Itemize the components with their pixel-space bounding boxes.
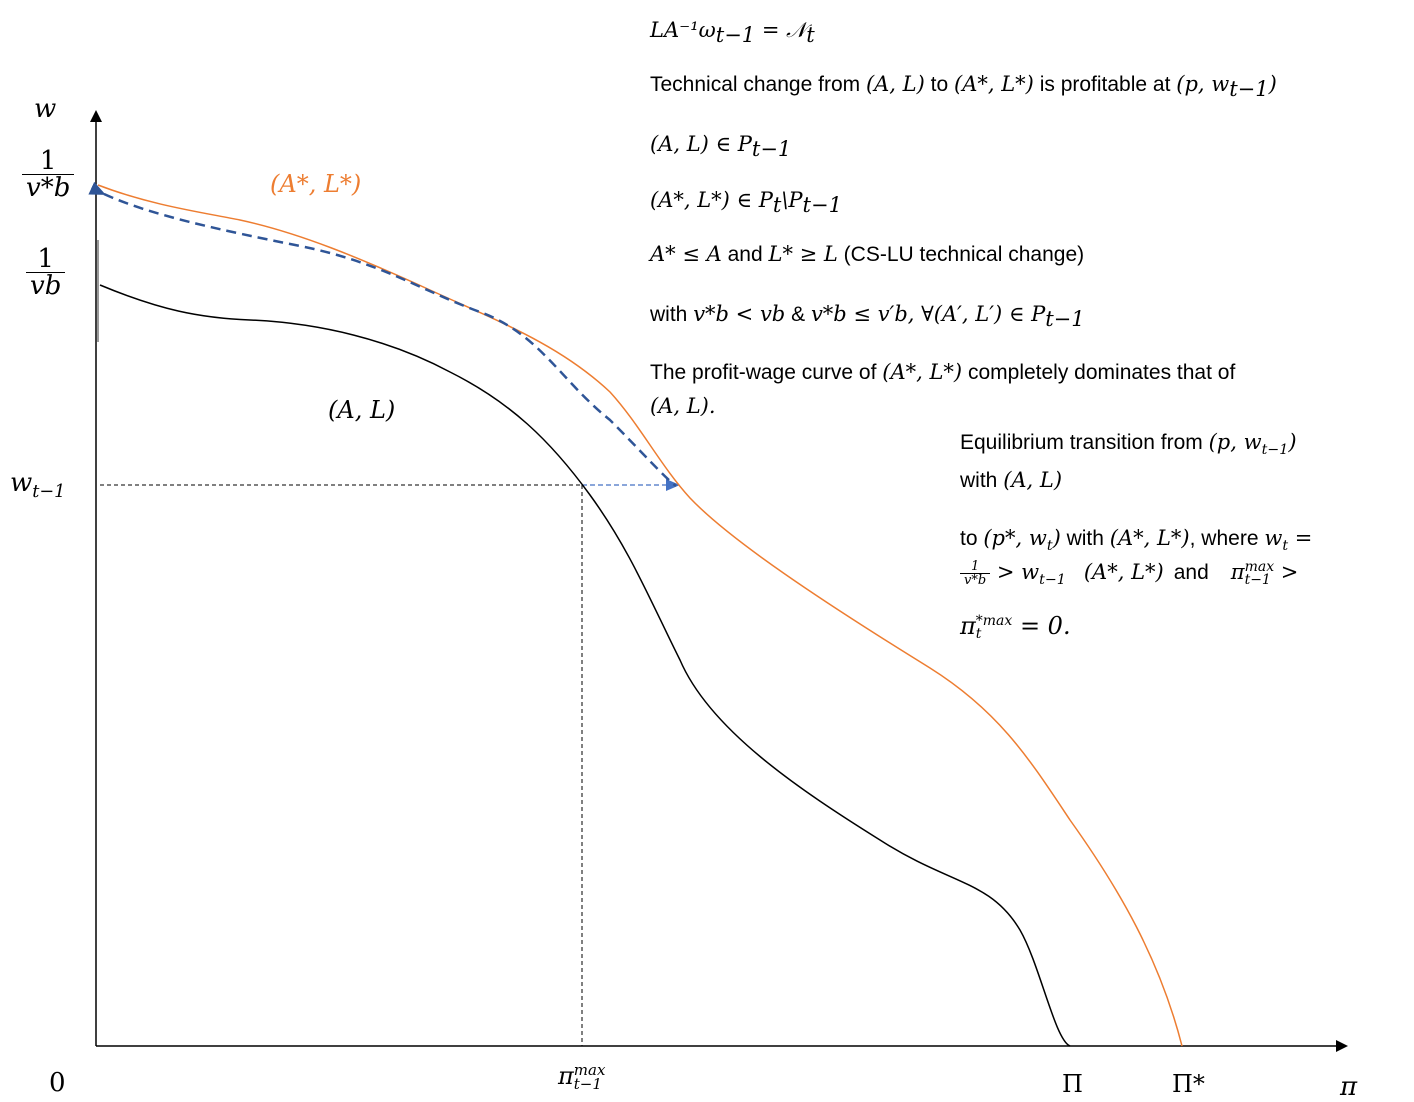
x-axis-label: π [1340, 1072, 1358, 1102]
curve-old-technique [99, 284, 1071, 1047]
note-1-rhs: = 𝒩 [755, 18, 807, 42]
note-2-m1: (A, L) [865, 72, 925, 96]
note-2-m3-sub: t−1 [1229, 77, 1269, 102]
note-3-sub: t−1 [751, 137, 792, 162]
eq-4-and: and [1173, 561, 1209, 585]
y-tick-top-num: 1 [22, 148, 75, 175]
eq-3-m1: (p*, w [983, 526, 1047, 550]
eq-2-m: (A, L) [1003, 468, 1063, 492]
eq-5-pi: π [960, 612, 976, 640]
eq-4-num: 1 [960, 560, 991, 574]
eq-3-m3: w [1264, 526, 1283, 550]
curve-new-technique [97, 184, 1183, 1047]
y-tick-wage-sub: t−1 [32, 482, 66, 503]
note-6-a: with [650, 303, 694, 326]
note-7-m: (A*, L*) [882, 360, 963, 384]
note-1-sub: t−1 [715, 23, 756, 48]
note-2-m3: (p, w [1176, 72, 1230, 96]
eq-3-b: with [1060, 527, 1110, 550]
note-7-c: (A, L). [650, 396, 716, 416]
note-6-m2: v*b ≤ v′b, ∀(A′, L′) ∈ P [810, 302, 1046, 326]
note-2-m2: (A*, L*) [954, 72, 1034, 96]
y-axis-label: w [34, 94, 57, 124]
curve-new-label: (A*, L*) [270, 170, 362, 198]
note-1-lhs: LA⁻¹ω [650, 18, 716, 42]
dominance-arrow [88, 181, 677, 488]
note-7-a: The profit-wage curve of [650, 361, 883, 384]
note-line-6: with v*b < vb & v*b ≤ v′b, ∀(A′, L′) ∈ P… [650, 304, 1085, 330]
note-4-sub2: t−1 [802, 193, 842, 218]
y-tick-mid-den: vb [30, 271, 62, 301]
eq-3-sub1: t [1046, 538, 1053, 555]
curve-old-label: (A, L) [328, 396, 396, 424]
origin-label: 0 [49, 1068, 66, 1098]
y-tick-mid-num: 1 [26, 246, 66, 273]
eq-3-c: , where [1189, 527, 1265, 550]
y-tick-top-den: v*b [26, 173, 71, 203]
eq-3-sub3: t [1282, 538, 1289, 555]
eq-1-m: (p, w [1208, 430, 1262, 454]
note-7-b: completely dominates that of [962, 361, 1236, 384]
note-6-sub: t−1 [1045, 307, 1085, 332]
eq-4-pi: π [1230, 560, 1245, 585]
note-2-m3-end: ) [1268, 72, 1277, 96]
note-2-a: Technical change from [650, 73, 866, 96]
note-5-and: and [721, 243, 769, 266]
eq-4-gt2: > [1274, 560, 1299, 585]
eq-line-5: π *max t = 0. [960, 614, 1071, 640]
note-line-1: LA⁻¹ωt−1 = 𝒩t [650, 20, 815, 46]
note-line-8: (A, L). [650, 396, 716, 416]
y-tick-wage: wt−1 [10, 470, 65, 502]
note-5-tail: (CS-LU technical change) [837, 243, 1085, 266]
note-6-amp: & [785, 303, 811, 326]
x-tick-Pistar: Π* [1172, 1070, 1205, 1098]
eq-3-eqs: = [1288, 526, 1313, 550]
note-5-m1: A* ≤ A [650, 242, 722, 266]
x-tick-pimax-sup: max [573, 1061, 606, 1079]
eq-5-sub: t [975, 625, 982, 642]
eq-4-pi-sub: t−1 [1244, 571, 1271, 588]
x-tick-Pi: Π [1062, 1070, 1083, 1098]
eq-4-m2: (A*, L*) [1083, 560, 1164, 585]
eq-5-sup: *max [975, 613, 1013, 630]
note-3-m: (A, L) ∈ P [650, 132, 752, 156]
y-tick-wage-main: w [10, 468, 33, 498]
eq-1-a: Equilibrium transition from [960, 431, 1209, 454]
eq-3-a: to [960, 527, 984, 550]
y-tick-mid: 1 vb [26, 246, 66, 301]
note-2-c: is profitable at [1033, 73, 1177, 96]
x-tick-pimax: π max t−1 [558, 1061, 606, 1093]
eq-line-3: to (p*, wt) with (A*, L*), where wt = [960, 526, 1313, 555]
eq-1-end: ) [1288, 430, 1297, 454]
eq-line-4: 1 v*b > wt−1 (A*, L*) and π max t−1 > [960, 560, 1298, 588]
eq-4-sub: t−1 [1039, 572, 1066, 589]
note-1-rhs-sub: t [806, 23, 815, 48]
eq-4-den: v*b [964, 573, 987, 588]
note-line-2: Technical change from (A, L) to (A*, L*)… [650, 74, 1277, 100]
eq-3-m2: (A*, L*) [1109, 526, 1190, 550]
x-tick-pimax-main: π [558, 1062, 574, 1090]
eq-5-tail: = 0. [1012, 612, 1071, 640]
note-6-m1: v*b < vb [693, 302, 786, 326]
eq-1-sub: t−1 [1261, 442, 1289, 459]
eq-3-end1: ) [1052, 526, 1061, 550]
eq-line-2: with (A, L) [960, 468, 1063, 492]
eq-2-a: with [960, 469, 1004, 492]
eq-line-1: Equilibrium transition from (p, wt−1) [960, 430, 1297, 459]
note-4-m: (A*, L*) ∈ P [650, 188, 773, 212]
eq-4-pi-sup: max [1244, 558, 1275, 575]
x-tick-pimax-sub: t−1 [573, 1074, 602, 1093]
note-4-mid: \P [781, 188, 803, 212]
eq-4-gt: > w [990, 560, 1040, 585]
note-2-b: to [924, 73, 954, 96]
note-line-4: (A*, L*) ∈ Pt\Pt−1 [650, 190, 842, 216]
note-line-3: (A, L) ∈ Pt−1 [650, 134, 791, 160]
note-5-m2: L* ≥ L [768, 242, 838, 266]
note-4-sub1: t [772, 193, 782, 218]
note-line-7: The profit-wage curve of (A*, L*) comple… [650, 360, 1236, 384]
note-line-5: A* ≤ A and L* ≥ L (CS-LU technical chang… [650, 242, 1085, 266]
y-tick-top: 1 v*b [22, 148, 75, 203]
